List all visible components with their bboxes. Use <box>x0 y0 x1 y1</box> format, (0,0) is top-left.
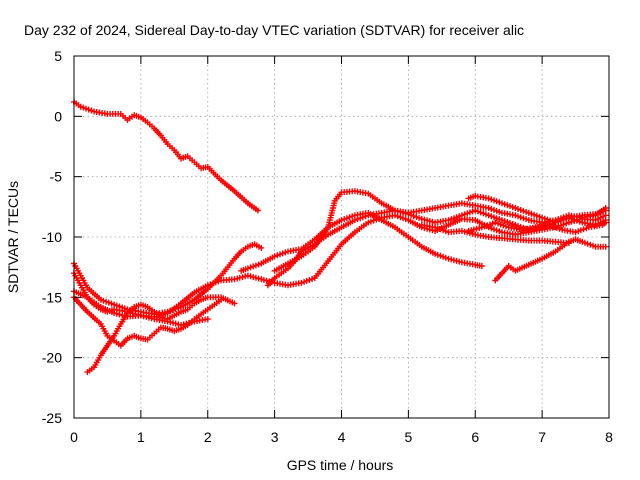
x-tick-label: 2 <box>204 429 212 445</box>
y-tick-label: -10 <box>42 229 62 245</box>
y-tick-label: -20 <box>42 350 62 366</box>
x-tick-label: 5 <box>404 429 412 445</box>
series-sat-k <box>465 219 609 236</box>
chart-title: Day 232 of 2024, Sidereal Day-to-day VTE… <box>24 22 524 38</box>
series-markers <box>418 221 572 246</box>
series-sat-j <box>465 193 609 226</box>
x-tick-label: 4 <box>338 429 346 445</box>
x-tick-label: 1 <box>137 429 145 445</box>
y-tick-label: 5 <box>54 48 62 64</box>
ticks-layer: 0 1 2 3 4 5 6 7 8 -25 -20 -15 -10 -5 0 5 <box>42 48 613 445</box>
x-tick-label: 3 <box>271 429 279 445</box>
series-sat-f <box>84 212 609 376</box>
x-tick-label: 6 <box>471 429 479 445</box>
x-tick-label: 7 <box>538 429 546 445</box>
series-markers <box>465 193 609 226</box>
grid-layer <box>74 56 609 418</box>
y-axis-label: SDTVAR / TECUs <box>5 181 21 293</box>
y-tick-label: 0 <box>54 108 62 124</box>
y-tick-label: -15 <box>42 289 62 305</box>
y-tick-label: -25 <box>42 410 62 426</box>
series-markers <box>465 219 609 236</box>
series-sat-m <box>418 221 572 246</box>
y-tick-label: -5 <box>50 169 63 185</box>
series-markers <box>84 212 609 376</box>
x-tick-label: 8 <box>605 429 613 445</box>
x-axis-label: GPS time / hours <box>287 457 394 473</box>
x-tick-label: 0 <box>70 429 78 445</box>
